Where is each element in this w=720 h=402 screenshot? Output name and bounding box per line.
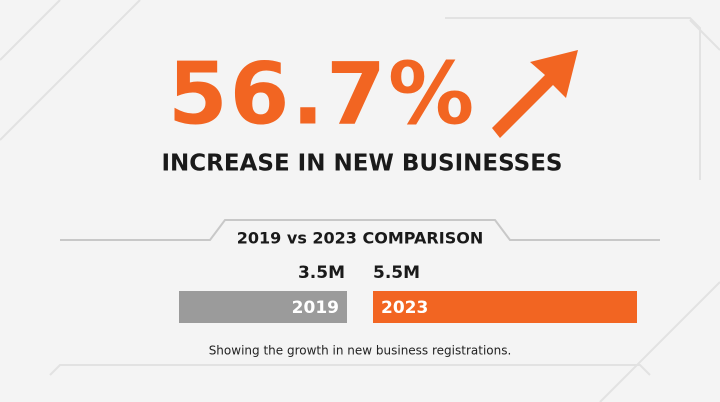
category-label: 2019 [292, 298, 339, 318]
value-label: 3.5M [298, 263, 345, 283]
chart-title: 2019 vs 2023 COMPARISON [237, 229, 483, 248]
value-label: 5.5M [373, 263, 420, 283]
up-arrow [492, 50, 578, 138]
bar [179, 291, 347, 323]
bar [373, 291, 637, 323]
subheadline: INCREASE IN NEW BUSINESSES [161, 151, 562, 177]
category-label: 2023 [381, 298, 428, 318]
caption: Showing the growth in new business regis… [209, 344, 512, 358]
headline: 56.7% [168, 44, 476, 144]
title-banner [60, 219, 660, 241]
